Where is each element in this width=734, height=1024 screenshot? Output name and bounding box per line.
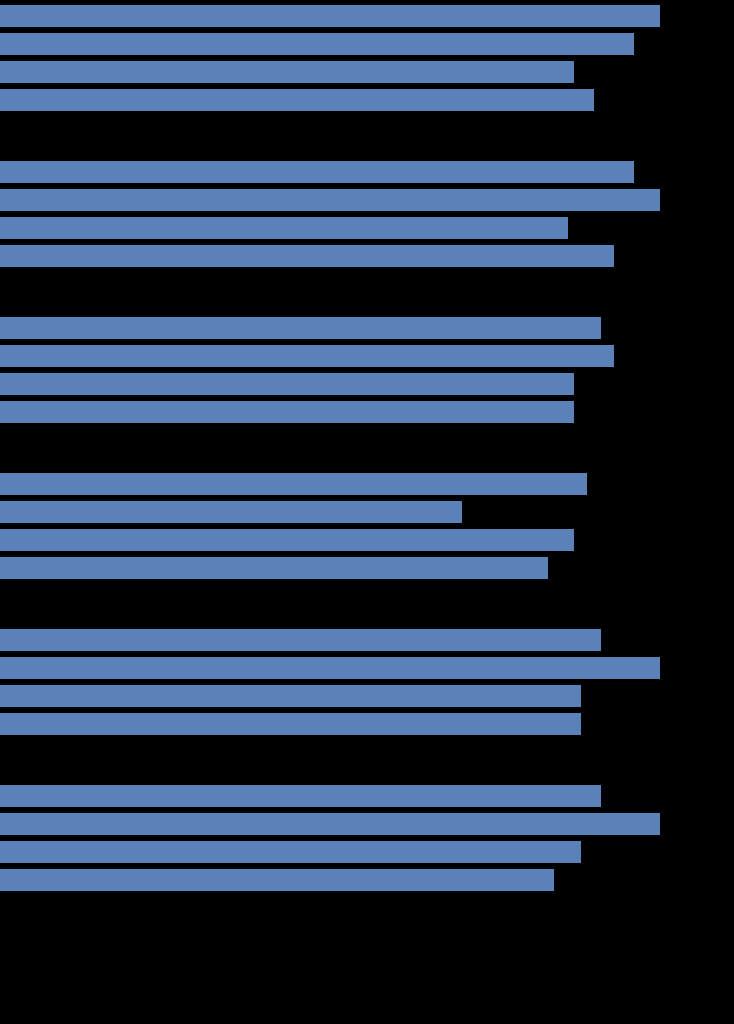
Bar <box>0 161 633 183</box>
Bar <box>0 33 633 55</box>
Bar <box>0 189 660 211</box>
Bar <box>0 345 614 367</box>
Bar <box>0 557 548 579</box>
Bar <box>0 529 574 551</box>
Bar <box>0 5 660 27</box>
Bar <box>0 713 581 735</box>
Bar <box>0 685 581 707</box>
Bar <box>0 869 554 891</box>
Bar <box>0 61 574 83</box>
Bar <box>0 841 581 863</box>
Bar <box>0 501 462 523</box>
Bar <box>0 813 660 835</box>
Bar <box>0 401 574 423</box>
Bar <box>0 317 600 339</box>
Bar <box>0 657 660 679</box>
Bar <box>0 245 614 267</box>
Bar <box>0 473 587 495</box>
Bar <box>0 217 567 239</box>
Bar <box>0 89 594 111</box>
Bar <box>0 785 600 807</box>
Bar <box>0 373 574 395</box>
Bar <box>0 629 600 651</box>
